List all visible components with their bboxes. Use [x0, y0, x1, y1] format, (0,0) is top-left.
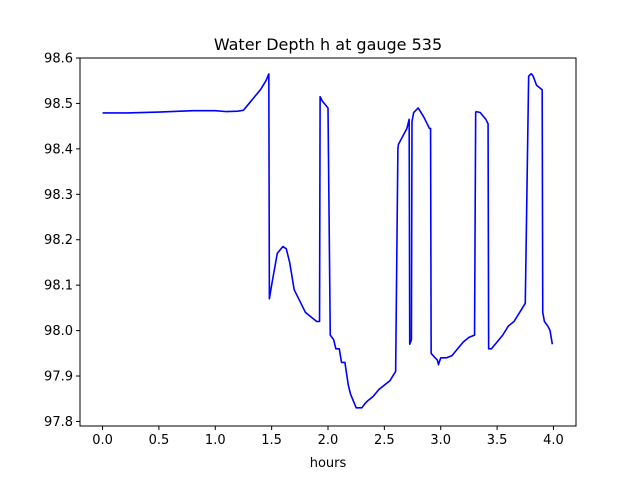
series-line-0 — [102, 73, 554, 409]
series-layer — [102, 73, 554, 409]
x-tick-label: 3.5 — [487, 433, 508, 448]
x-axis-label: hours — [310, 456, 347, 471]
x-tick-label: 4.0 — [543, 433, 564, 448]
x-tick-label: 1.0 — [205, 433, 226, 448]
y-tick-label: 98.4 — [44, 142, 73, 157]
x-tick-label: 1.5 — [261, 433, 282, 448]
y-tick-label: 98.6 — [44, 52, 73, 67]
y-tick-label: 98.2 — [44, 233, 73, 248]
x-axis: 0.0 0.5 1.0 1.5 2.0 2.5 3.0 3.5 4.0 — [92, 426, 564, 448]
x-tick-label: 0.5 — [149, 433, 170, 448]
x-tick-label: 2.5 — [374, 433, 395, 448]
y-axis: 97.8 97.9 98.0 98.1 98.2 98.3 98.4 98.5 98.6 — [44, 52, 80, 430]
x-tick-label: 0.0 — [92, 433, 113, 448]
x-tick-label: 3.0 — [430, 433, 451, 448]
y-tick-label: 98.5 — [44, 97, 73, 112]
y-tick-label: 98.1 — [44, 279, 73, 294]
chart-title: Water Depth h at gauge 535 — [214, 35, 442, 54]
y-tick-label: 98.3 — [44, 188, 73, 203]
x-tick-label: 2.0 — [318, 433, 339, 448]
y-tick-label: 97.9 — [44, 370, 73, 385]
y-tick-label: 98.0 — [44, 324, 73, 339]
y-tick-label: 97.8 — [44, 415, 73, 430]
